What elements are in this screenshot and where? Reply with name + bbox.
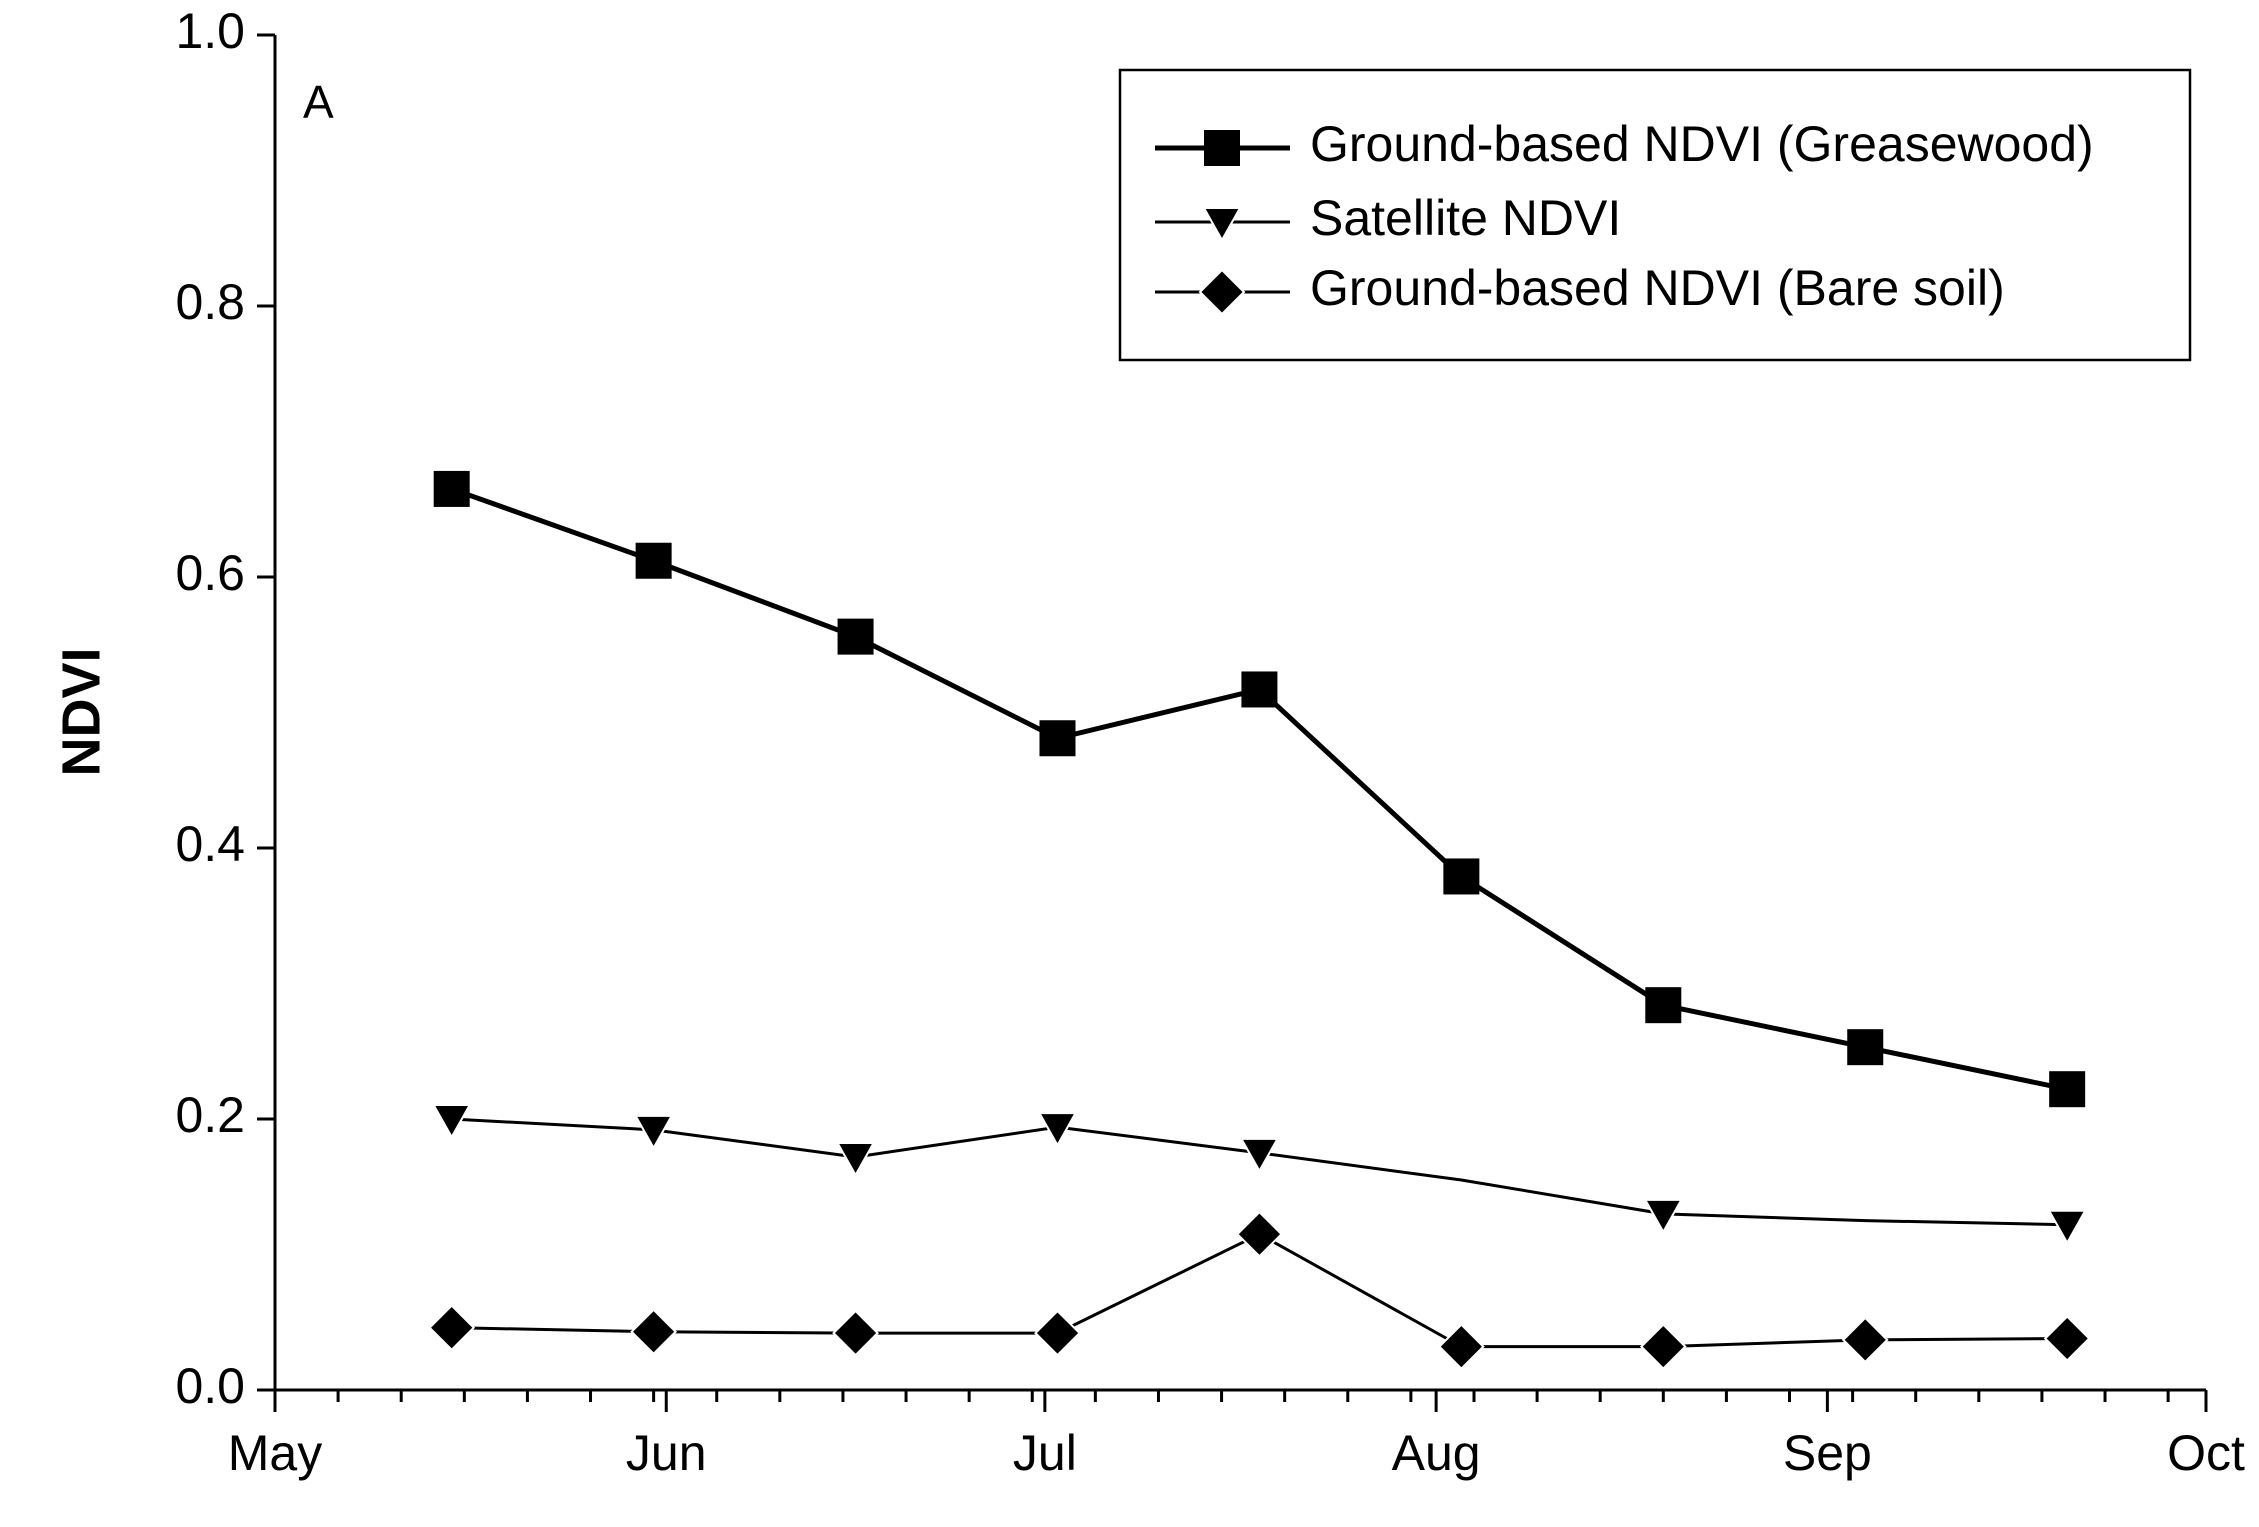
data-point bbox=[1847, 1029, 1884, 1066]
data-point bbox=[1034, 1309, 1081, 1357]
x-tick-label: Oct bbox=[2167, 1425, 2245, 1481]
data-point bbox=[2043, 1315, 2091, 1362]
y-tick-label: 0.0 bbox=[175, 1358, 245, 1414]
data-point bbox=[633, 1114, 674, 1150]
legend-marker bbox=[1202, 207, 1242, 243]
legend-entry: Ground-based NDVI (Bare soil) bbox=[1155, 260, 2005, 316]
legend-marker bbox=[1204, 130, 1240, 166]
y-tick-label: 1.0 bbox=[175, 3, 245, 59]
data-point bbox=[2047, 1209, 2087, 1245]
x-tick-label: May bbox=[228, 1425, 322, 1481]
legend-box bbox=[1118, 68, 2192, 362]
data-point bbox=[1841, 1316, 1889, 1364]
data-point bbox=[1443, 858, 1480, 895]
data-point bbox=[630, 1308, 678, 1356]
y-tick-label: 0.8 bbox=[175, 274, 245, 330]
y-tick-label: 0.2 bbox=[175, 1087, 245, 1143]
data-point bbox=[1645, 987, 1682, 1024]
data-point bbox=[1643, 1198, 1684, 1234]
y-tick-label: 0.4 bbox=[175, 816, 245, 872]
x-tick-label: Sep bbox=[1783, 1425, 1872, 1481]
legend-label: Satellite NDVI bbox=[1310, 190, 1621, 246]
legend-marker bbox=[1198, 268, 1246, 316]
data-point bbox=[1239, 1137, 1280, 1173]
data-point bbox=[1037, 1112, 1078, 1148]
x-axis-ticks: May Jun Jul Aug Sep Oct bbox=[228, 1390, 2245, 1481]
legend-entry: Ground-based NDVI (Greasewood) bbox=[1155, 116, 2094, 172]
y-axis-title: NDVI bbox=[51, 647, 111, 776]
legend-label: Ground-based NDVI (Greasewood) bbox=[1310, 116, 2094, 172]
data-point bbox=[2049, 1071, 2086, 1108]
series-3 bbox=[428, 1210, 2091, 1371]
x-tick-label: Aug bbox=[1392, 1425, 1481, 1481]
data-point bbox=[428, 1304, 476, 1352]
y-axis-ticks: 0.0 0.2 0.4 0.6 0.8 1.0 bbox=[175, 3, 275, 1414]
data-point bbox=[1236, 1210, 1283, 1258]
data-point bbox=[635, 542, 672, 579]
data-point bbox=[835, 1141, 876, 1177]
legend-items: Ground-based NDVI (Greasewood) Satellite … bbox=[1155, 116, 2094, 316]
series-1 bbox=[433, 470, 2086, 1108]
panel-label: A bbox=[303, 76, 334, 128]
y-tick-label: 0.6 bbox=[175, 545, 245, 601]
data-point bbox=[1039, 720, 1076, 757]
x-tick-label: Jul bbox=[1013, 1425, 1077, 1481]
legend-label: Ground-based NDVI (Bare soil) bbox=[1310, 260, 2005, 316]
series-2 bbox=[431, 1104, 2087, 1245]
data-point bbox=[433, 470, 470, 507]
x-tick-label: Jun bbox=[626, 1425, 707, 1481]
data-point bbox=[1639, 1323, 1687, 1371]
legend-entry: Satellite NDVI bbox=[1155, 190, 1621, 246]
series-line bbox=[450, 486, 2068, 1092]
data-point bbox=[431, 1104, 472, 1140]
data-point bbox=[1241, 671, 1278, 708]
legend: Ground-based NDVI (Greasewood) Satellite … bbox=[1118, 68, 2192, 362]
series-layer bbox=[428, 470, 2091, 1371]
data-point bbox=[837, 618, 874, 655]
data-point bbox=[832, 1309, 879, 1357]
data-point bbox=[1437, 1323, 1485, 1371]
